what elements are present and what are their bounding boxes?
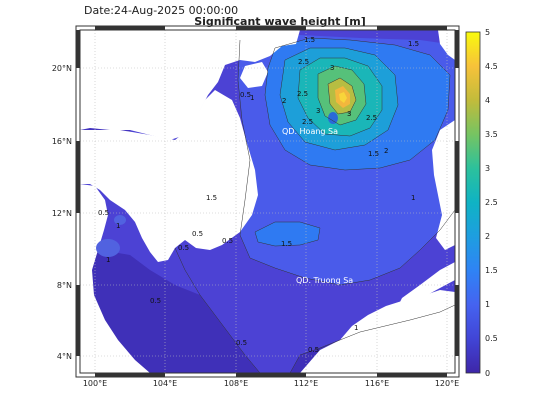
contour-label: 1.5 — [281, 240, 292, 248]
map-frame — [79, 29, 456, 374]
map-frame-checker — [76, 26, 459, 377]
x-tick-label: 104°E — [153, 379, 177, 388]
contour-label: 1 — [411, 194, 415, 202]
land-palawan — [398, 262, 455, 306]
y-tick-label: 8°N — [57, 281, 72, 290]
land-hainan — [240, 62, 268, 88]
low-wave-zone-gulf-thailand — [80, 250, 260, 373]
contour-label: 1 — [250, 94, 254, 102]
map-grid — [80, 30, 455, 373]
contour-labels: 1.5 2.5 3 1.5 2 2.5 2.5 3 3 2.5 2 1.5 1.… — [98, 36, 419, 354]
contour-label: 3 — [347, 110, 351, 118]
contour-label: 1 — [106, 256, 110, 264]
colorbar-tick-label: 4 — [485, 96, 490, 105]
y-tick-label: 16°N — [52, 137, 72, 146]
contour-label: 1.5 — [408, 40, 419, 48]
contour-label: 0.5 — [178, 244, 189, 252]
wave-band-1-5m-south — [255, 222, 320, 246]
contour-label: 2.5 — [366, 114, 377, 122]
map-outer-frame — [75, 25, 460, 378]
contour-label: 0.5 — [192, 230, 203, 238]
x-tick-label: 120°E — [435, 379, 459, 388]
contour-label: 0.5 — [240, 91, 251, 99]
colorbar-tick-label: 1 — [485, 300, 490, 309]
date-label: Date:24-Aug-2025 00:00:00 — [84, 4, 239, 17]
contour-label: 0.5 — [222, 237, 233, 245]
contour-label: 2 — [282, 97, 286, 105]
x-tick-label: 116°E — [365, 379, 389, 388]
contour-label: 2.5 — [297, 90, 308, 98]
x-tick-label: 108°E — [224, 379, 248, 388]
x-axis-ticks: 100°E 104°E 108°E 112°E 116°E 120°E — [83, 379, 459, 388]
y-tick-label: 20°N — [52, 64, 72, 73]
contour-label: 1.5 — [304, 36, 315, 44]
contour-label: 3 — [316, 107, 320, 115]
contour-label: 1 — [116, 222, 120, 230]
contour-lines — [174, 37, 455, 373]
colorbar-tick-label: 1.5 — [485, 266, 498, 275]
contour-label: 2.5 — [302, 118, 313, 126]
place-hoang-sa: QD. Hoang Sa — [282, 127, 338, 136]
land-china — [80, 30, 300, 140]
colorbar-tick-label: 3.5 — [485, 130, 498, 139]
y-axis-ticks: 20°N 16°N 12°N 8°N 4°N — [52, 64, 72, 361]
land-indochina — [80, 90, 258, 262]
colorbar-tick-label: 4.5 — [485, 62, 498, 71]
x-tick-label: 100°E — [83, 379, 107, 388]
wave-band-4-5m — [339, 92, 347, 103]
x-tick-label: 112°E — [294, 379, 318, 388]
inland-water — [114, 215, 126, 225]
y-tick-label: 4°N — [57, 352, 72, 361]
land-malay-peninsula — [80, 184, 150, 373]
land-taiwan — [438, 30, 455, 60]
y-tick-label: 12°N — [52, 209, 72, 218]
colorbar-ticks: 5 4.5 4 3.5 3 2.5 2 1.5 1 0.5 0 — [485, 28, 498, 378]
colorbar-tick-label: 3 — [485, 164, 490, 173]
colorbar-tick-label: 0.5 — [485, 334, 498, 343]
map-title: Significant wave height [m] — [194, 15, 366, 28]
contour-label: 1.5 — [206, 194, 217, 202]
colorbar-tick-label: 0 — [485, 369, 490, 378]
contour-label: 1 — [354, 324, 358, 332]
contour-label: 3 — [330, 64, 334, 72]
contour-label: 0.5 — [150, 297, 161, 305]
contour-label: 0.5 — [308, 346, 319, 354]
storm-eye — [328, 112, 338, 124]
colorbar-tick-label: 2.5 — [485, 198, 498, 207]
tonle-sap-lake — [96, 239, 120, 257]
contour-label: 0.5 — [236, 339, 247, 347]
land-borneo — [300, 290, 455, 373]
contour-label: 2.5 — [298, 58, 309, 66]
colorbar-tick-label: 2 — [485, 232, 490, 241]
contour-label: 2 — [384, 147, 388, 155]
colorbar-tick-label: 5 — [485, 28, 490, 37]
colorbar — [465, 31, 481, 374]
contour-label: 1.5 — [368, 150, 379, 158]
contour-label: 0.5 — [98, 209, 109, 217]
place-truong-sa: QD. Truong Sa — [296, 276, 353, 285]
